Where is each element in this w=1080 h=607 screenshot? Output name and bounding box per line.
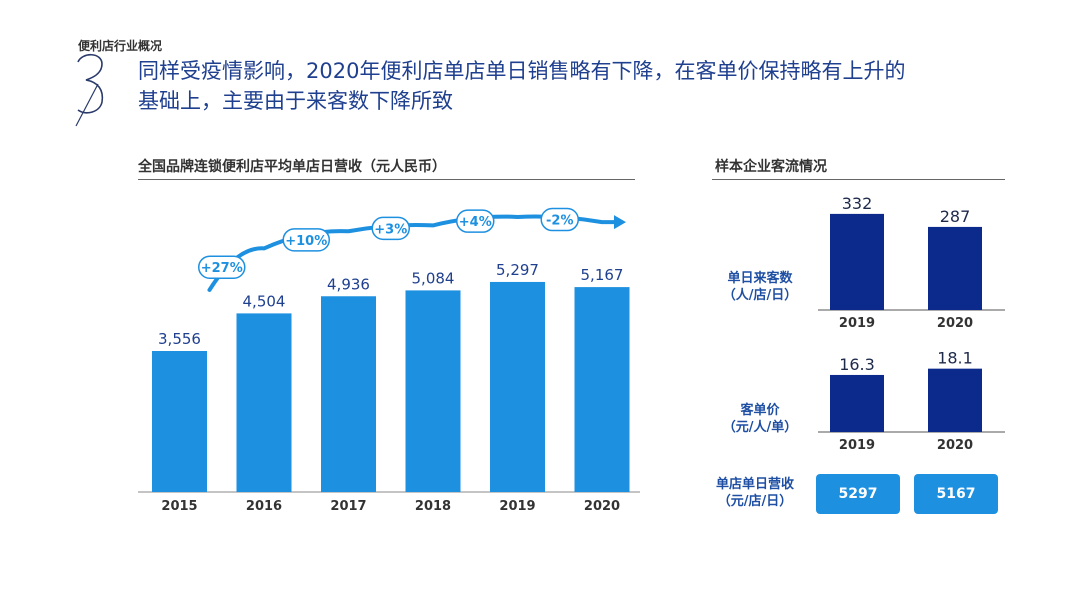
x-tick-2015: 2015: [161, 499, 197, 514]
side-value-1-2020: 18.1: [937, 349, 973, 368]
section-label: 便利店行业概况: [78, 39, 163, 53]
side-bar-1-2020: [928, 368, 982, 432]
section-number-icon: [75, 53, 104, 127]
side-value-1-2019: 16.3: [839, 355, 875, 374]
growth-label-2016: +27%: [201, 261, 243, 276]
main-chart-title: 全国品牌连锁便利店平均单店日营收（元人民币）: [138, 159, 446, 175]
revenue-box-2019: 5297: [816, 474, 900, 514]
revenue-box-2020: 5167: [914, 474, 998, 514]
visitors-label: 单日来客数 （人/店/日）: [710, 270, 810, 304]
growth-badge-2020: [540, 207, 579, 232]
growth-label-2017: +10%: [285, 234, 327, 249]
ticket-label: 客单价 （元/人/单）: [710, 402, 810, 436]
x-tick-2018: 2018: [415, 499, 451, 514]
bar-2017: [321, 296, 376, 492]
x-tick-2020: 2020: [584, 499, 620, 514]
growth-badge-2019: [456, 209, 495, 233]
side-x-tick-0-2019: 2019: [839, 316, 875, 331]
growth-badge-2018: [371, 216, 410, 241]
growth-label-2019: +4%: [459, 215, 492, 230]
value-label-2019: 5,297: [496, 261, 539, 279]
side-chart-title-rule: [712, 179, 1005, 180]
ticket-label-line-1: 客单价: [740, 403, 780, 418]
revenue-label: 单店单日营收 （元/店/日）: [700, 476, 810, 510]
x-tick-2016: 2016: [246, 499, 282, 514]
headline: 同样受疫情影响，2020年便利店单店单日销售略有下降，在客单价保持略有上升的 基…: [138, 56, 1038, 116]
bar-2015: [152, 350, 207, 492]
visitors-label-line-1: 单日来客数: [727, 271, 793, 286]
headline-line-2: 基础上，主要由于来客数下降所致: [138, 89, 453, 113]
side-x-tick-0-2020: 2020: [937, 316, 973, 331]
x-tick-2017: 2017: [330, 499, 366, 514]
bar-2018: [405, 290, 461, 492]
growth-label-2020: -2%: [546, 214, 573, 229]
growth-label-2018: +3%: [374, 222, 407, 237]
value-label-2017: 4,936: [327, 275, 370, 293]
growth-badge-2017: [282, 228, 330, 252]
value-label-2016: 4,504: [243, 292, 286, 310]
side-bar-1-2019: [830, 374, 884, 432]
revenue-label-line-2: （元/店/日）: [717, 494, 793, 509]
side-value-0-2020: 287: [940, 207, 971, 226]
bar-2020: [574, 287, 630, 492]
side-x-tick-1-2019: 2019: [839, 438, 875, 453]
side-bar-0-2019: [830, 213, 884, 310]
value-label-2020: 5,167: [581, 266, 624, 284]
value-label-2015: 3,556: [158, 330, 201, 348]
bar-2019: [490, 281, 545, 492]
revenue-label-line-1: 单店单日营收: [715, 477, 794, 492]
side-x-tick-1-2020: 2020: [937, 438, 973, 453]
side-value-0-2019: 332: [842, 194, 873, 213]
trend-arrow-head-icon: [614, 215, 626, 230]
visitors-label-line-2: （人/店/日）: [722, 288, 798, 303]
ticket-label-line-2: （元/人/单）: [722, 420, 798, 435]
growth-badge-2016: [198, 255, 246, 279]
bar-2016: [236, 313, 292, 492]
side-bar-0-2020: [928, 226, 982, 310]
value-label-2018: 5,084: [412, 269, 455, 287]
headline-line-1: 同样受疫情影响，2020年便利店单店单日销售略有下降，在客单价保持略有上升的: [138, 59, 906, 83]
main-chart-title-rule: [138, 179, 635, 180]
side-chart-title: 样本企业客流情况: [715, 159, 827, 175]
x-tick-2019: 2019: [499, 499, 535, 514]
